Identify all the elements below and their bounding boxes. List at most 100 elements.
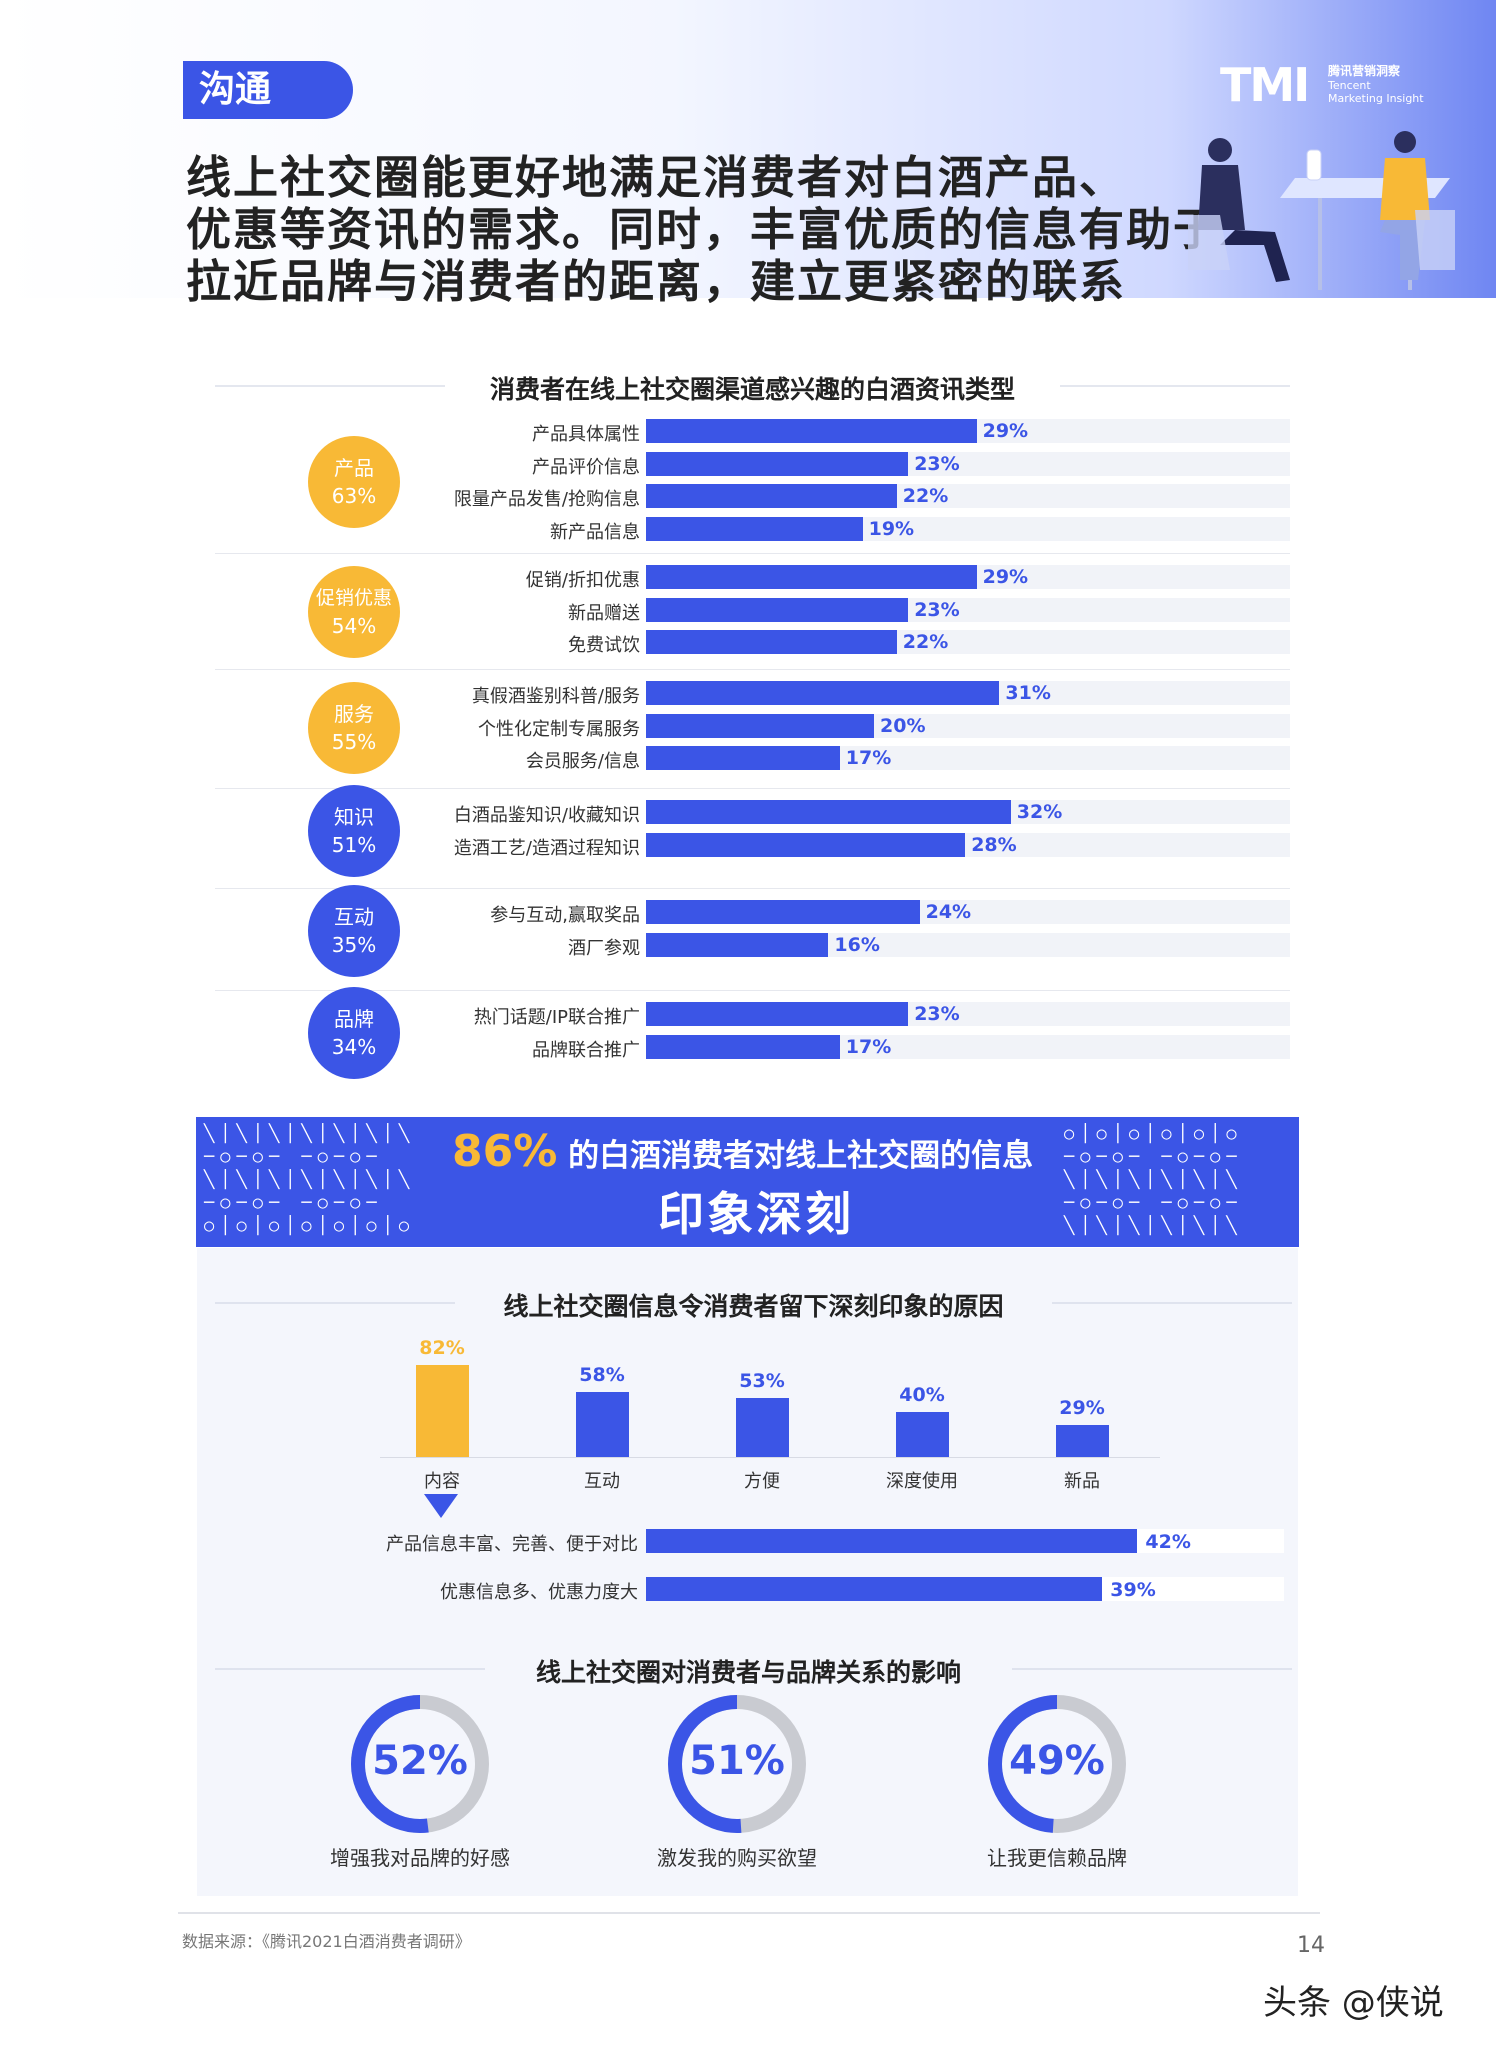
group-separator [215,990,1290,991]
group-separator [215,669,1290,670]
category-name: 互动 [334,904,374,929]
row-bar [646,597,909,622]
tmi-logo: TMI [1220,58,1310,112]
category-name: 知识 [334,804,374,829]
title2-rule-right [1052,1302,1292,1304]
row-bar [646,932,829,957]
row-bar [646,419,977,443]
donut-ring [988,1695,1126,1833]
column-bar [576,1392,629,1457]
row-value: 19% [868,517,915,540]
row-bar [646,681,1000,705]
category-badge-0: 产品 63% [308,436,400,528]
donut-label: 增强我对品牌的好感 [330,1846,510,1870]
banner-pattern-left: ╲│╲│╲│╲│╲│╲│╲ ─○─○─ ─○─○─ ╲│╲│╲│╲│╲│╲│╲ ─○─… [204,1124,416,1236]
headline-line-2: 优惠等资讯的需求。同时，丰富优质的信息有助于 [186,203,1221,256]
section-tag: 沟通 [183,61,353,119]
column-bar [896,1412,949,1457]
impression-chart-title: 线上社交圈信息令消费者留下深刻印象的原因 [503,1292,1004,1321]
data-source: 数据来源：《腾讯2021白酒消费者调研》 [182,1932,471,1951]
highlight-banner: ╲│╲│╲│╲│╲│╲│╲ ─○─○─ ─○─○─ ╲│╲│╲│╲│╲│╲│╲ ─○─… [196,1117,1299,1247]
row-bar [646,746,840,770]
row-bar [646,516,863,541]
column-value: 29% [1059,1396,1105,1419]
banner-line-1: 86% 的白酒消费者对线上社交圈的信息 [452,1126,1033,1177]
column-bar [1056,1424,1109,1457]
row-bar [646,1034,840,1059]
detail-bar [646,1529,1138,1553]
category-badge-5: 品牌 34% [308,986,400,1079]
donut-ring [351,1695,489,1833]
group-separator [215,888,1290,889]
row-label: 促销/折扣优惠 [525,570,640,591]
row-bar [646,630,897,654]
column-value: 40% [899,1384,945,1407]
column-bar [416,1365,469,1457]
row-value: 23% [914,1003,960,1025]
donut-label: 让我更信赖品牌 [987,1846,1127,1870]
banner-line-2: 印象深刻 [658,1187,854,1241]
row-label: 免费试饮 [568,635,640,656]
row-label: 白酒品鉴知识/收藏知识 [453,805,640,826]
detail-value: 42% [1145,1531,1191,1553]
column-value: 82% [419,1337,465,1360]
row-label: 限量产品发售/抢购信息 [453,489,640,510]
banner-pattern-right: ○│○│○│○│○│○ ─○─○─ ─○─○─ ╲│╲│╲│╲│╲│╲ ─○─○─ ─… [1064,1124,1243,1236]
logo-en-text-1: Tencent [1328,79,1371,92]
headline-line-1: 线上社交圈能更好地满足消费者对白酒产品、 [186,151,1127,204]
category-total: 54% [331,613,377,638]
logo-cn-text: 腾讯营销洞察 [1328,64,1401,78]
detail-bar [646,1577,1103,1601]
detail-value: 39% [1110,1579,1156,1601]
detail-label: 产品信息丰富、完善、便于对比 [386,1534,638,1555]
row-value: 22% [902,485,949,507]
row-label: 产品评价信息 [532,456,640,478]
interest-chart-title: 消费者在线上社交圈渠道感兴趣的白酒资讯类型 [489,375,1015,404]
row-label: 酒厂参观 [568,937,640,959]
title-rule-left [215,385,445,387]
row-value: 31% [1005,682,1051,704]
row-label: 品牌联合推广 [532,1039,640,1061]
title2-rule-left [215,1302,455,1304]
row-label: 热门话题/IP联合推广 [473,1007,640,1028]
header-background [0,0,1496,298]
row-bar [646,713,874,738]
category-total: 63% [331,484,377,508]
title3-rule-right [1012,1668,1292,1670]
column-label: 内容 [424,1471,460,1492]
row-label: 产品具体属性 [532,424,640,445]
row-label: 新产品信息 [550,521,640,543]
row-label: 造酒工艺/造酒过程知识 [453,837,640,859]
donut-segment [668,1695,806,1833]
row-label: 参与互动,赢取奖品 [490,905,640,926]
baseline [380,1457,1160,1458]
row-label: 新品赠送 [568,602,640,624]
row-value: 29% [982,566,1029,588]
row-value: 29% [982,420,1029,442]
donut-ring [668,1695,806,1833]
banner-percent: 86% [452,1126,558,1177]
pointer-arrow [424,1494,458,1518]
row-bar [646,800,1011,824]
row-value: 23% [914,598,960,621]
title3-rule-left [215,1668,485,1670]
column-value: 53% [739,1369,785,1392]
donut-value: 52% [372,1738,468,1784]
category-name: 促销优惠 [315,586,392,609]
row-bar [646,484,897,508]
relationship-chart-title: 线上社交圈对消费者与品牌关系的影响 [535,1658,961,1687]
column-value: 58% [579,1364,625,1387]
column-label: 互动 [584,1471,620,1492]
meeting-illustration [1188,131,1455,290]
column-label: 深度使用 [886,1471,958,1492]
category-total: 51% [331,832,377,857]
column-label: 方便 [744,1471,780,1492]
row-value: 32% [1016,801,1063,823]
category-total: 35% [331,932,377,957]
category-total: 34% [331,1034,377,1059]
category-name: 产品 [334,456,374,480]
row-bar [646,565,977,589]
category-badge-1: 促销优惠 54% [308,565,400,658]
category-name: 品牌 [334,1006,374,1031]
row-bar [646,451,909,476]
